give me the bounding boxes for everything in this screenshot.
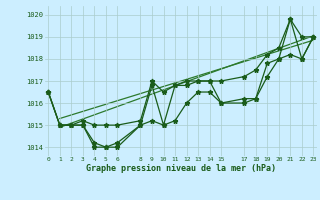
X-axis label: Graphe pression niveau de la mer (hPa): Graphe pression niveau de la mer (hPa) xyxy=(86,164,276,173)
